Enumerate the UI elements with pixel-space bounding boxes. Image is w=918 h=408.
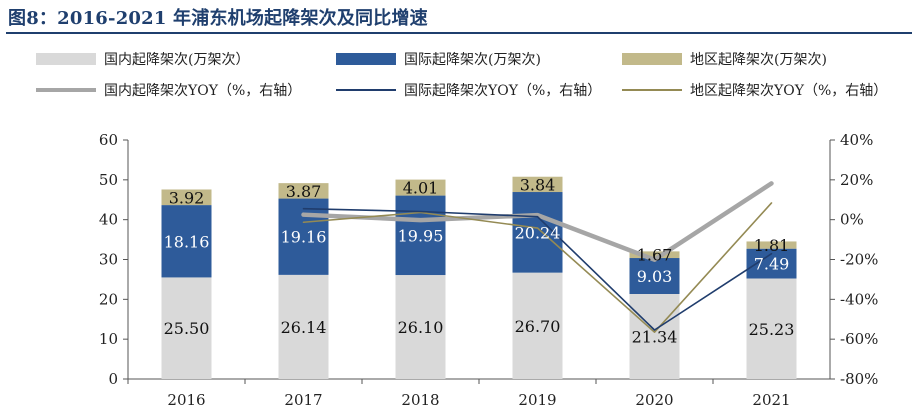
left-axis-tick-label: 10: [99, 330, 118, 348]
bar-regional: [512, 176, 563, 193]
legend-international-label: 国际起降架次(万架次): [404, 52, 541, 68]
left-axis-tick-label: 20: [99, 290, 118, 308]
bar-international: [395, 195, 446, 276]
right-axis-tick-label: 0%: [840, 211, 864, 229]
legend-regional-swatch: [622, 53, 682, 65]
data-label-international: 7.49: [754, 255, 790, 274]
left-axis-tick-label: 30: [99, 251, 118, 269]
right-axis-tick-label: 20%: [840, 171, 873, 189]
bar-regional: [161, 189, 212, 206]
line-domestic_yoy: [301, 181, 774, 262]
left-axis-tick-label: 60: [99, 131, 118, 149]
x-axis-tick-label: 2021: [752, 391, 790, 408]
line-regional_yoy: [302, 202, 773, 333]
bar-domestic: [395, 275, 446, 379]
data-label-domestic: 26.10: [398, 318, 444, 337]
legend-international-yoy-label: 国际起降架次YOY（%，右轴）: [404, 83, 602, 99]
data-label-domestic: 25.50: [164, 319, 210, 338]
x-axis-tick-label: 2020: [635, 391, 673, 408]
data-label-regional: 4.01: [403, 179, 439, 198]
bar-regional: [629, 251, 680, 259]
legend-domestic-label: 国内起降架次(万架次）: [104, 52, 250, 68]
data-label-domestic: 26.70: [515, 317, 561, 336]
data-label-regional: 3.87: [286, 182, 322, 201]
legend-international-yoy: 国际起降架次YOY（%，右轴）: [336, 80, 601, 100]
legend-international: 国际起降架次(万架次): [336, 49, 541, 69]
title-underline: [6, 32, 912, 34]
legend-domestic-yoy-swatch: [36, 88, 96, 92]
data-label-regional: 3.84: [520, 175, 556, 194]
x-axis-tick-label: 2017: [284, 391, 322, 408]
data-label-international: 20.24: [515, 223, 561, 242]
right-axis-tick-label: 40%: [840, 131, 873, 149]
legend-domestic-yoy-label: 国内起降架次YOY（%，右轴）: [104, 83, 302, 99]
data-label-regional: 1.81: [754, 236, 790, 255]
right-axis-tick-label: -40%: [840, 290, 878, 308]
x-axis-tick-label: 2018: [401, 391, 439, 408]
data-label-domestic: 25.23: [749, 320, 795, 339]
data-label-international: 19.16: [281, 228, 327, 247]
bar-domestic: [629, 293, 680, 379]
right-axis-tick-label: -80%: [840, 370, 878, 388]
bar-international: [629, 258, 680, 294]
right-axis-tick-label: -20%: [840, 251, 878, 269]
data-label-regional: 1.67: [637, 246, 673, 265]
right-axis-tick-label: -60%: [840, 330, 878, 348]
legend-regional-label: 地区起降架次(万架次): [690, 52, 827, 68]
legend-regional-yoy-swatch: [622, 89, 682, 91]
data-label-international: 18.16: [164, 232, 210, 251]
left-axis-tick-label: 0: [108, 370, 118, 388]
legend-regional-yoy-label: 地区起降架次YOY（%，右轴）: [690, 83, 888, 99]
x-axis-tick-label: 2019: [518, 391, 556, 408]
bar-domestic: [161, 277, 212, 379]
left-axis-tick-label: 50: [99, 171, 118, 189]
bar-domestic: [746, 278, 797, 379]
legend-international-swatch: [336, 53, 396, 65]
line-international_yoy: [302, 207, 773, 331]
legend-regional: 地区起降架次(万架次): [622, 49, 827, 69]
legend-domestic-swatch: [36, 53, 96, 65]
bar-international: [161, 205, 212, 278]
data-label-domestic: 21.34: [632, 327, 678, 346]
bar-regional: [278, 183, 329, 199]
data-label-international: 19.95: [398, 226, 444, 245]
bar-regional: [746, 241, 797, 249]
data-label-domestic: 26.14: [281, 318, 327, 337]
legend-domestic-yoy: 国内起降架次YOY（%，右轴）: [36, 80, 301, 100]
bar-domestic: [512, 272, 563, 379]
bar-international: [278, 198, 329, 275]
legend-regional-yoy: 地区起降架次YOY（%，右轴）: [622, 80, 887, 100]
bar-domestic: [278, 274, 329, 379]
bar-regional: [395, 179, 446, 196]
data-label-regional: 3.92: [169, 188, 205, 207]
chart-title: 图8：2016-2021 年浦东机场起降架次及同比增速: [8, 8, 428, 29]
data-label-international: 9.03: [637, 267, 673, 286]
legend-domestic: 国内起降架次(万架次）: [36, 49, 249, 69]
left-axis-tick-label: 40: [99, 211, 118, 229]
x-axis-tick-label: 2016: [167, 391, 205, 408]
legend-international-yoy-swatch: [336, 89, 396, 91]
